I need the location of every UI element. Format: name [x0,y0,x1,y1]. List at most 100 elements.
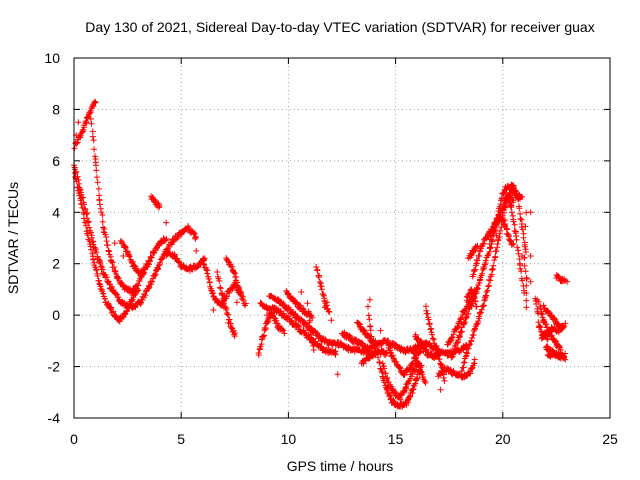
data-point [489,229,496,236]
data-point [471,356,478,363]
data-series-sdtvar [71,98,571,410]
data-point [497,227,504,234]
data-point [415,362,422,369]
data-point [163,235,170,242]
data-point [510,218,517,225]
data-point [81,124,88,131]
data-point [115,294,122,301]
data-point [474,257,481,264]
data-point [108,283,115,290]
data-point [156,261,163,268]
data-point [523,274,530,281]
data-point [405,394,412,401]
data-point [96,280,103,287]
data-point [475,318,482,325]
data-point [317,280,324,287]
data-point [478,306,485,313]
data-point [502,203,509,210]
data-point [225,319,232,326]
data-point [231,330,238,337]
data-point [97,259,104,266]
x-tick-label: 15 [388,431,404,447]
data-point [332,348,339,355]
y-tick-label: 6 [52,153,60,169]
data-point [426,320,433,327]
data-point [93,174,100,181]
data-point [96,258,103,265]
data-point [375,354,382,361]
data-point [356,323,363,330]
data-point [89,128,96,135]
data-point [510,197,517,204]
data-point [495,208,502,215]
data-point [496,203,503,210]
data-point [148,278,155,285]
data-point [511,221,518,228]
data-point [412,331,419,338]
data-point [83,210,90,217]
data-point [356,320,363,327]
x-tick-label: 5 [177,431,185,447]
data-point [548,332,555,339]
data-point [478,309,485,316]
data-point [265,315,272,322]
data-point [131,292,138,299]
x-axis-label: GPS time / hours [287,458,394,474]
data-point [298,289,305,295]
data-point [479,266,486,273]
data-point [111,264,118,270]
data-point [449,334,456,341]
data-point [437,360,444,367]
data-point [516,205,523,212]
data-point [104,242,111,249]
data-point [553,343,560,349]
data-point [86,224,93,231]
data-point [415,335,422,342]
data-point [143,288,150,295]
data-point [229,284,236,291]
data-point [384,374,391,381]
data-point [544,307,551,314]
data-point [93,162,100,169]
data-point [100,224,107,231]
data-point [367,323,374,330]
data-point [522,249,529,256]
data-point [403,381,410,388]
data-point [76,192,83,199]
data-point [111,240,118,247]
data-point [97,263,104,270]
data-point [291,311,298,318]
data-point [316,278,323,285]
y-tick-label: -2 [48,359,61,375]
data-point [465,310,472,317]
data-point [405,380,412,387]
data-point [469,334,476,341]
data-point [393,342,400,349]
data-point [384,337,391,344]
data-point [564,278,571,285]
data-point [470,247,477,254]
data-point [535,319,542,326]
data-point [409,361,416,368]
data-point [155,262,162,269]
data-point [99,264,106,271]
data-point [458,368,465,375]
data-point [523,282,530,289]
data-point [93,249,100,256]
data-point [263,312,270,319]
data-point [217,285,224,292]
data-point [281,330,288,337]
data-point [366,296,373,303]
data-point [96,197,103,204]
data-point [424,310,431,317]
data-point [74,139,81,146]
data-point [527,253,534,259]
data-point [222,303,229,310]
data-point [240,297,247,304]
data-point [77,195,84,202]
data-point [90,137,97,144]
data-point [515,247,522,254]
data-point [90,256,97,263]
data-point [366,316,373,323]
data-point [106,305,113,312]
